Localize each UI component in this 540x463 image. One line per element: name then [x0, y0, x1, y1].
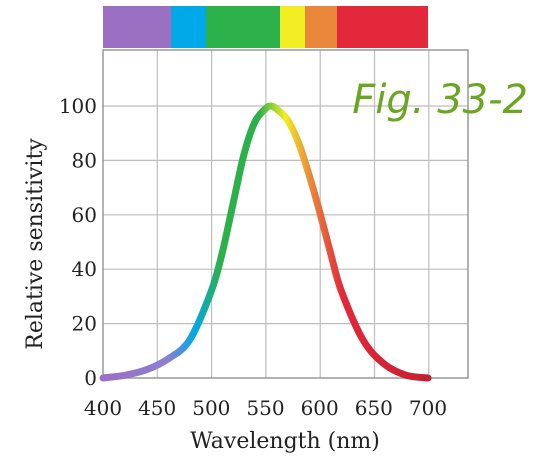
y-tick-label: 60 [72, 203, 97, 227]
y-axis-label: Relative sensitivity [23, 138, 48, 350]
x-tick-label: 550 [246, 396, 284, 420]
x-tick-label: 700 [409, 396, 447, 420]
x-tick-label: 500 [192, 396, 230, 420]
y-tick-label: 0 [84, 366, 97, 390]
spectrum-band [103, 6, 428, 48]
band-violet [103, 6, 171, 48]
y-tick-label: 80 [72, 148, 97, 172]
figure-label: Fig. 33-2 [352, 77, 528, 123]
band-blue [171, 6, 206, 48]
y-tick-label: 20 [72, 312, 97, 336]
x-tick-labels: 400 450 500 550 600 650 700 [84, 396, 447, 420]
x-tick-label: 650 [355, 396, 393, 420]
series-line [99, 102, 432, 382]
x-axis-label: Wavelength (nm) [190, 429, 380, 454]
band-green [206, 6, 280, 48]
x-tick-label: 450 [138, 396, 176, 420]
x-tick-label: 400 [84, 396, 122, 420]
y-tick-labels: 0 20 40 60 80 100 [59, 94, 97, 390]
x-tick-label: 600 [301, 396, 339, 420]
band-yellow [280, 6, 305, 48]
plot-frame [102, 49, 469, 379]
band-orange [305, 6, 337, 48]
band-red [337, 6, 428, 48]
y-tick-label: 40 [72, 257, 97, 281]
y-tick-label: 100 [59, 94, 97, 118]
